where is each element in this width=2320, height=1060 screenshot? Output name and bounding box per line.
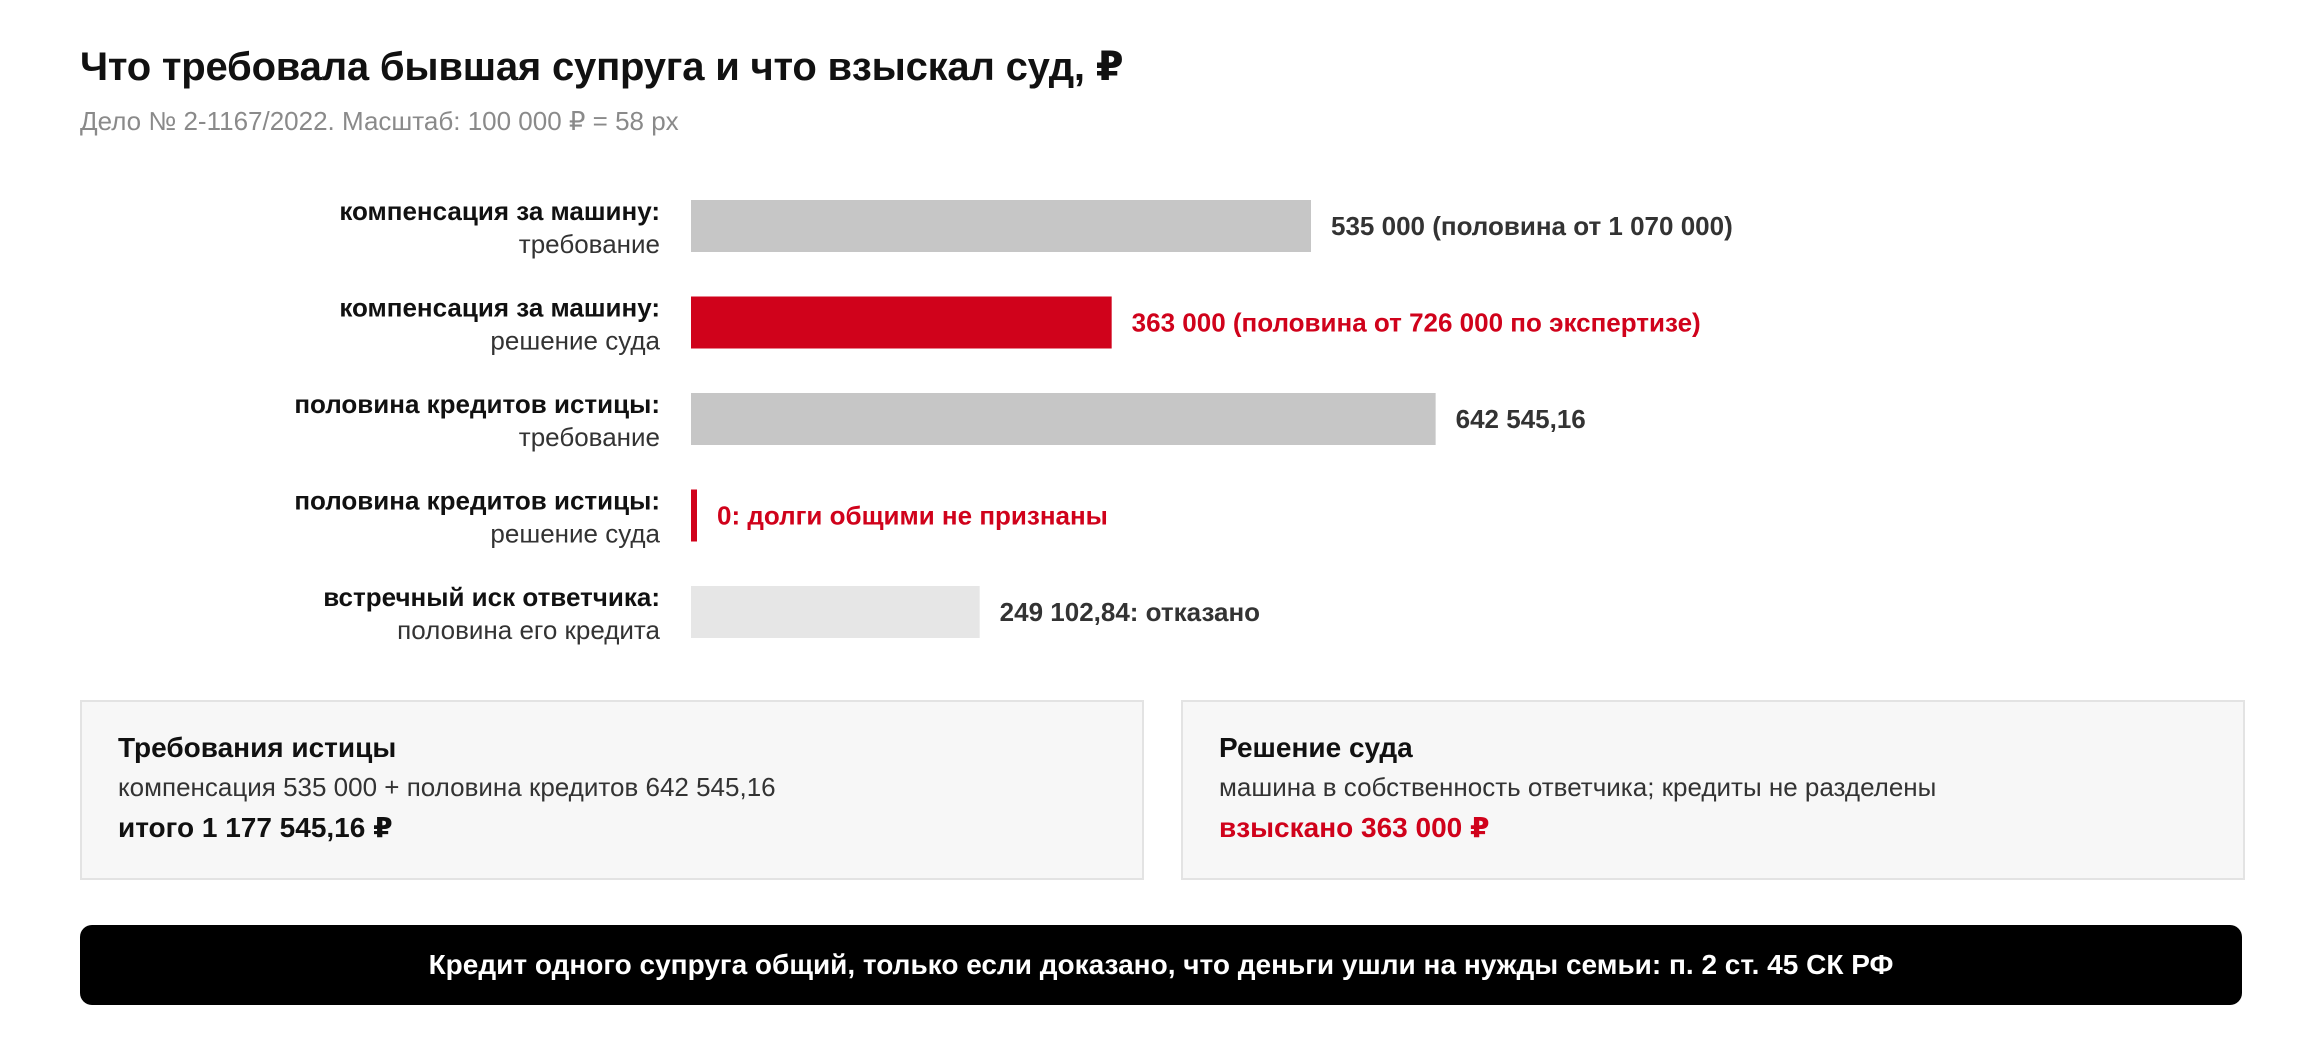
claims-panel-total: итого 1 177 545,16 ₽ xyxy=(118,812,393,843)
row-label-title: половина кредитов истицы: xyxy=(294,389,660,419)
legal-note-banner: Кредит одного супруга общий, только если… xyxy=(80,925,2242,1005)
claims-panel-line: компенсация 535 000 + половина кредитов … xyxy=(118,772,776,802)
value-label: 642 545,16 xyxy=(1456,404,1586,434)
row-label-subtitle: требование xyxy=(519,422,660,452)
court-panel-line: машина в собственность ответчика; кредит… xyxy=(1219,772,1937,802)
value-label: 535 000 (половина от 1 070 000) xyxy=(1331,211,1733,241)
bar xyxy=(691,393,1436,445)
row-label-subtitle: решение суда xyxy=(490,326,660,356)
claims-panel: Требования истицы компенсация 535 000 + … xyxy=(80,700,1144,880)
value-label: 249 102,84: отказано xyxy=(1000,597,1260,627)
court-panel-title: Решение суда xyxy=(1219,732,1413,763)
claims-panel-title: Требования истицы xyxy=(118,732,397,763)
bar xyxy=(691,586,980,638)
chart-title: Что требовала бывшая супруга и что взыск… xyxy=(80,45,1124,89)
row-label-title: половина кредитов истицы: xyxy=(294,486,660,516)
row-label-title: компенсация за машину: xyxy=(339,293,660,323)
value-label: 363 000 (половина от 726 000 по эксперти… xyxy=(1132,308,1701,338)
court-panel: Решение суда машина в собственность отве… xyxy=(1181,700,2245,880)
value-label: 0: долги общими не признаны xyxy=(717,501,1108,531)
bar xyxy=(691,200,1311,252)
row-label-subtitle: половина его кредита xyxy=(397,615,660,645)
bar xyxy=(691,489,697,542)
row-label-title: встречный иск ответчика: xyxy=(323,582,660,612)
court-panel-total: взыскано 363 000 ₽ xyxy=(1219,812,1490,843)
chart-subtitle: Дело № 2-1167/2022. Масштаб: 100 000 ₽ =… xyxy=(80,106,679,136)
row-label-title: компенсация за машину: xyxy=(339,196,660,226)
row-label-subtitle: требование xyxy=(519,229,660,259)
bar xyxy=(691,296,1112,349)
row-label-subtitle: решение суда xyxy=(490,519,660,549)
